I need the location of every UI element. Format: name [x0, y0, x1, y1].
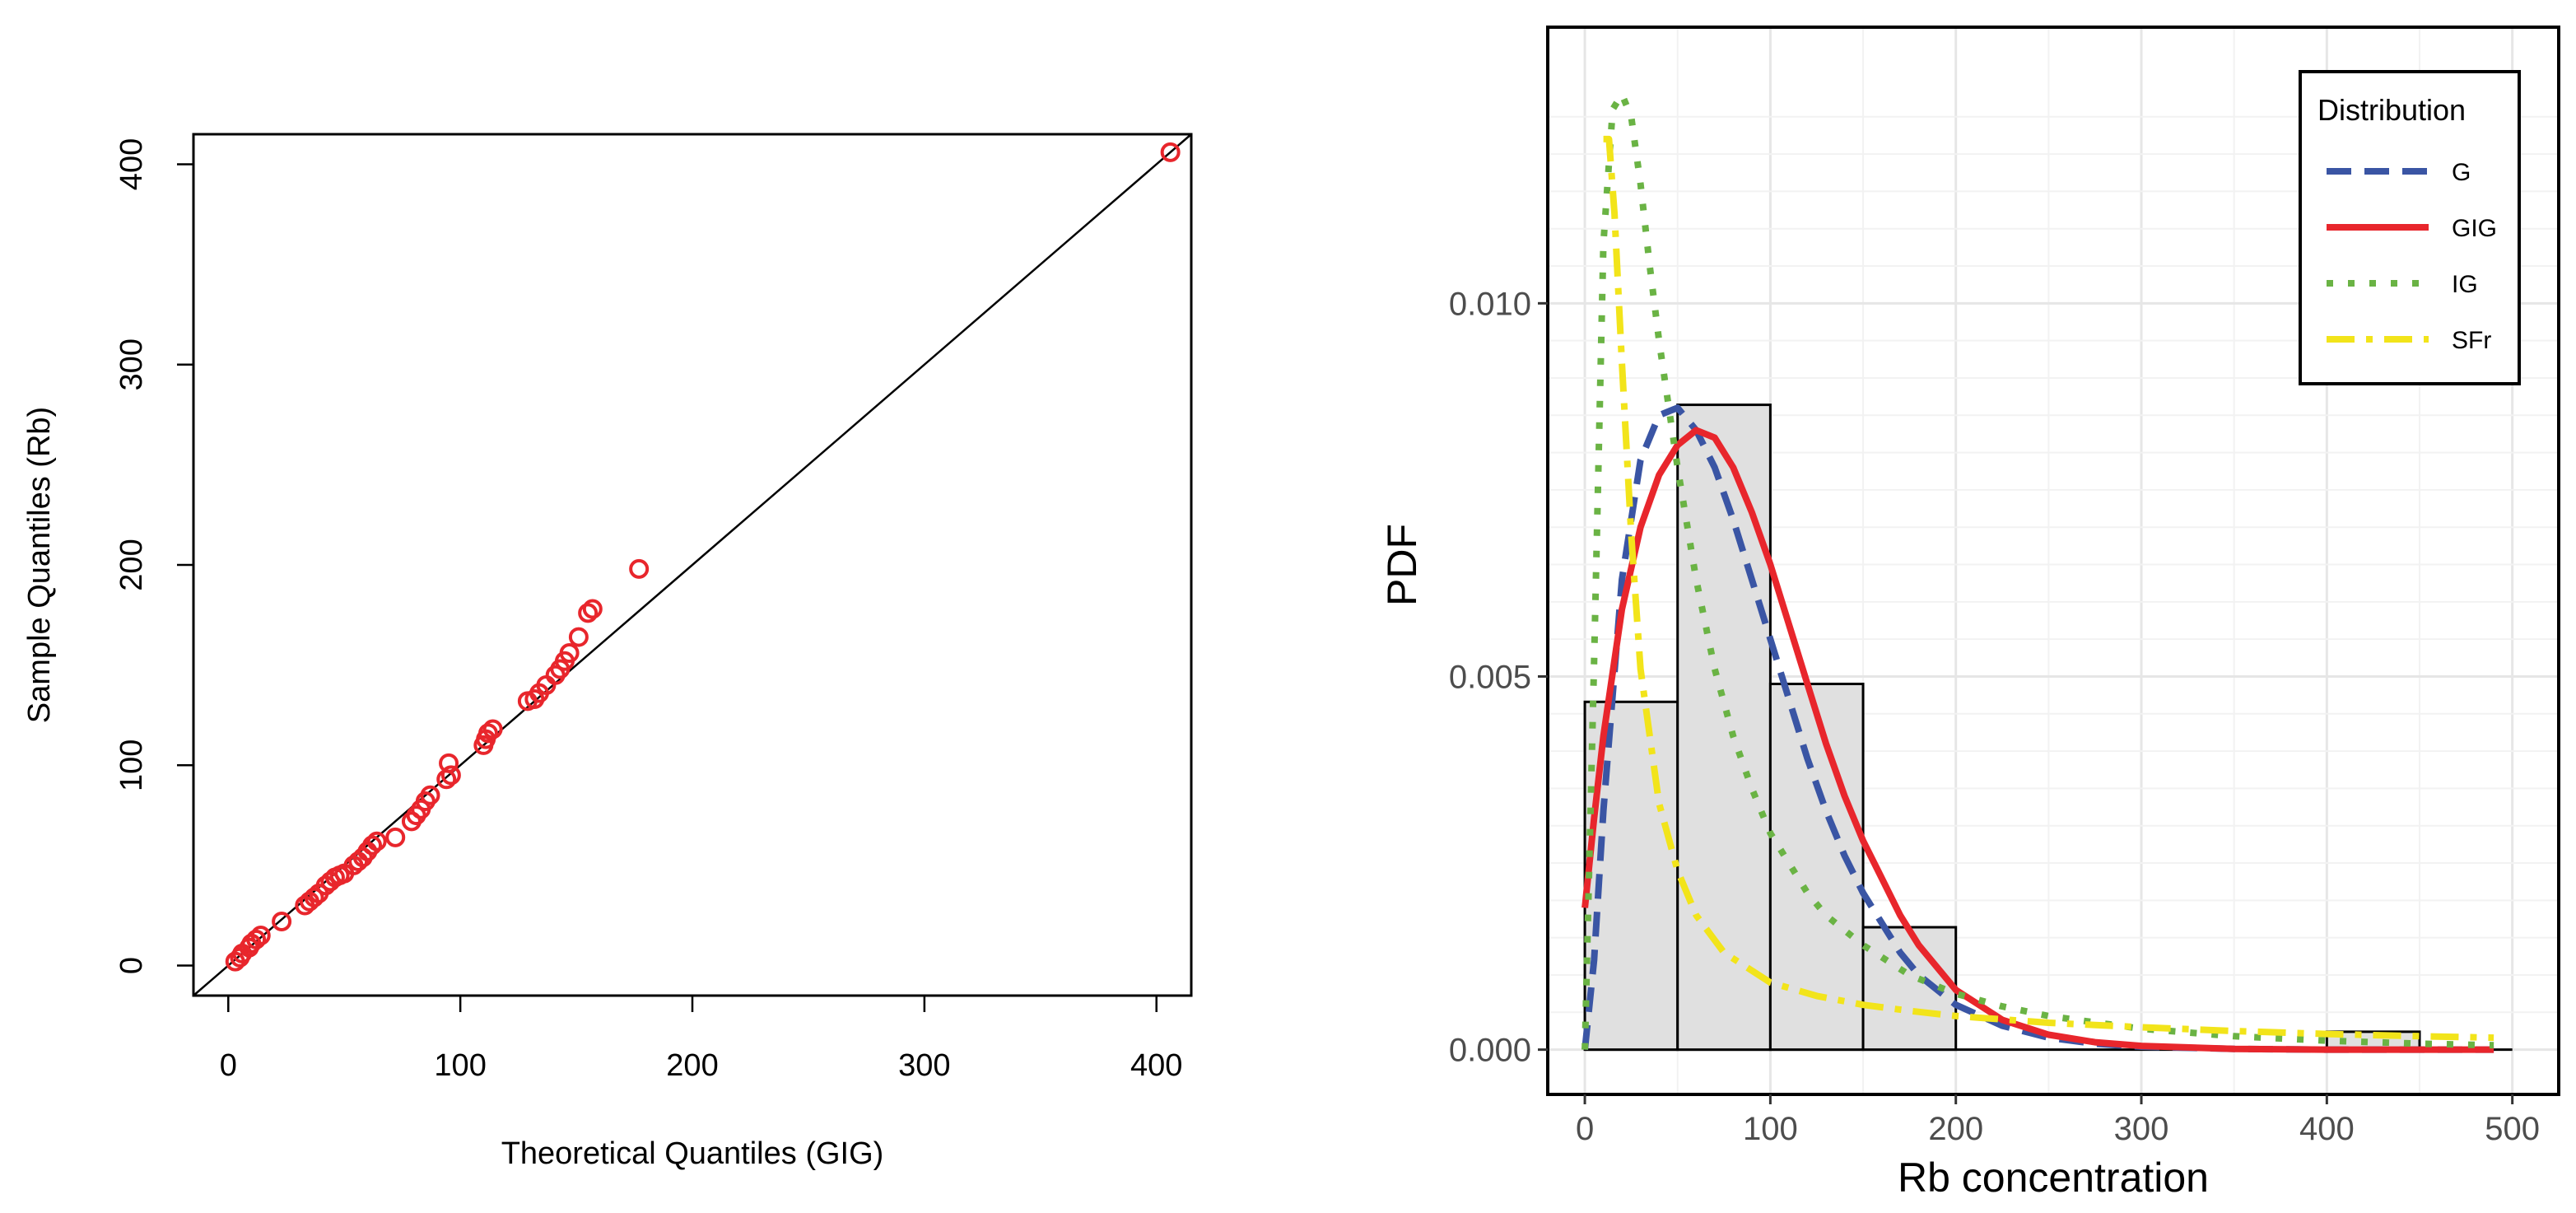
qq-point [1160, 142, 1181, 162]
histogram-x-tick-label: 100 [1743, 1111, 1798, 1147]
qq-plot-panel: 0 100 200 300 400 0 100 200 300 400 Theoretical … [22, 133, 1193, 1171]
density-curve-gig [1581, 427, 2494, 1053]
histogram-x-axis: 0 100 200 300 400 500 [1576, 1094, 2540, 1147]
legend-label-g: G [2452, 159, 2471, 186]
histogram-y-tick-label: 0.010 [1449, 286, 1531, 322]
legend-label-gig: GIG [2452, 215, 2497, 242]
qq-point [366, 831, 387, 851]
qq-point [420, 785, 440, 805]
qq-x-tick-label: 100 [434, 1048, 486, 1083]
histogram-x-tick-label: 300 [2114, 1111, 2169, 1147]
qq-point [440, 765, 461, 786]
qq-point [362, 835, 383, 856]
qq-point [272, 911, 292, 931]
histogram-x-axis-title: Rb concentration [1898, 1155, 2209, 1201]
legend-items: G GIG IG SFr [2327, 159, 2497, 354]
qq-point [482, 719, 503, 739]
qq-point [582, 599, 603, 619]
qq-point [629, 558, 650, 579]
qq-y-tick-label: 0 [114, 957, 149, 974]
qq-points [225, 142, 1181, 972]
qq-x-tick-label: 300 [898, 1048, 950, 1083]
density-curve-ig [1581, 91, 2494, 1050]
histogram-x-tick-label: 400 [2299, 1111, 2355, 1147]
qq-y-tick-label: 200 [114, 539, 149, 590]
qq-y-tick-label: 300 [114, 338, 149, 390]
qq-point [477, 723, 498, 744]
histogram-x-tick-label: 0 [1576, 1111, 1594, 1147]
qq-point [439, 753, 459, 773]
histogram-density-panel: 0 100 200 300 400 500 0.000 0.005 0.010 Rb conc… [1379, 26, 2560, 1201]
qq-x-tick-label: 400 [1130, 1048, 1182, 1083]
legend-title: Distribution [2317, 93, 2466, 127]
qq-point [568, 627, 589, 647]
qq-x-axis: 0 100 200 300 400 [220, 994, 1182, 1083]
qq-y-tick-label: 100 [114, 739, 149, 791]
legend-label-sfr: SFr [2452, 327, 2491, 354]
qq-y-axis-title: Sample Quantiles (Rb) [22, 407, 57, 723]
qq-point [559, 643, 580, 664]
qq-x-axis-title: Theoretical Quantiles (GIG) [501, 1136, 884, 1171]
qq-point [385, 827, 406, 847]
qq-plot-frame [192, 133, 1193, 997]
histogram-x-tick-label: 500 [2485, 1111, 2540, 1147]
qq-y-tick-label: 400 [114, 138, 149, 190]
qq-point [246, 929, 267, 949]
density-curve-sfr [1603, 135, 2494, 1042]
qq-x-tick-label: 0 [220, 1048, 237, 1083]
histogram-y-axis-title: PDF [1379, 524, 1425, 606]
density-curves [1581, 91, 2494, 1053]
qq-point [250, 926, 271, 946]
legend-label-ig: IG [2452, 271, 2478, 298]
histogram-y-tick-label: 0.005 [1449, 659, 1531, 695]
histogram-y-axis: 0.000 0.005 0.010 [1449, 286, 1548, 1069]
histogram-x-tick-label: 200 [1928, 1111, 1983, 1147]
qq-point [578, 603, 599, 623]
histogram-y-tick-label: 0.000 [1449, 1033, 1531, 1069]
qq-point [304, 887, 324, 907]
qq-x-tick-label: 200 [666, 1048, 718, 1083]
histogram-plot-frame [1546, 26, 2560, 1096]
legend: Distribution G GIG IG SFr [2299, 70, 2521, 385]
